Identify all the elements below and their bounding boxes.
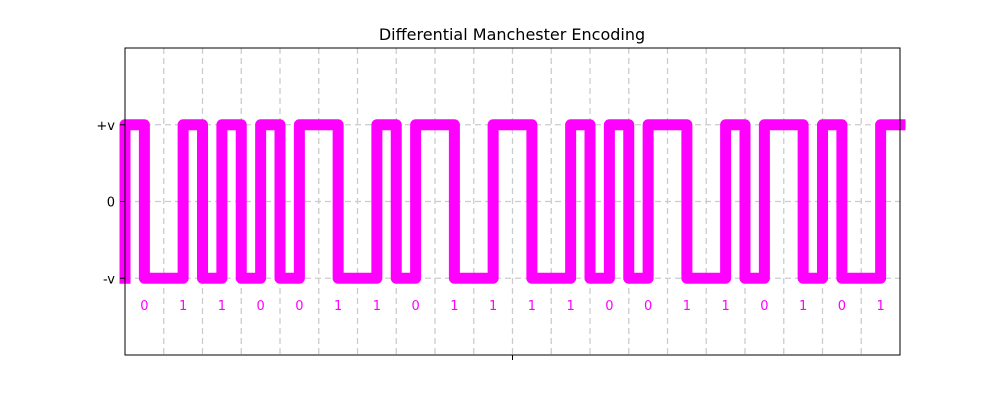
bit-label: 0 bbox=[140, 299, 148, 314]
bit-label: 1 bbox=[528, 299, 536, 314]
bit-label: 1 bbox=[721, 299, 729, 314]
bit-labels: 0 1 1 0 0 1 1 0 1 1 1 1 0 0 1 1 0 1 0 1 bbox=[140, 299, 885, 314]
chart-title: Differential Manchester Encoding bbox=[379, 25, 645, 44]
bit-label: 1 bbox=[489, 299, 497, 314]
signal-layer bbox=[119, 119, 906, 284]
bit-label: 0 bbox=[760, 299, 768, 314]
bit-label: 1 bbox=[218, 299, 226, 314]
bit-label: 1 bbox=[450, 299, 458, 314]
bit-label: 1 bbox=[799, 299, 807, 314]
bit-label: 0 bbox=[256, 299, 264, 314]
bit-label: 0 bbox=[644, 299, 652, 314]
y-axis: +v 0 -v bbox=[96, 119, 125, 287]
bit-label: 0 bbox=[605, 299, 613, 314]
bit-label: 1 bbox=[373, 299, 381, 314]
bit-label: 0 bbox=[411, 299, 419, 314]
y-tick-label: -v bbox=[103, 272, 115, 287]
encoded-signal-line bbox=[119, 119, 906, 284]
bit-label: 1 bbox=[876, 299, 884, 314]
y-tick-label: 0 bbox=[107, 196, 115, 211]
y-tick-label: +v bbox=[96, 119, 115, 134]
bit-label: 1 bbox=[566, 299, 574, 314]
bit-label: 1 bbox=[683, 299, 691, 314]
bit-label: 1 bbox=[179, 299, 187, 314]
bit-label: 1 bbox=[334, 299, 342, 314]
bit-label: 0 bbox=[295, 299, 303, 314]
bit-label: 0 bbox=[838, 299, 846, 314]
